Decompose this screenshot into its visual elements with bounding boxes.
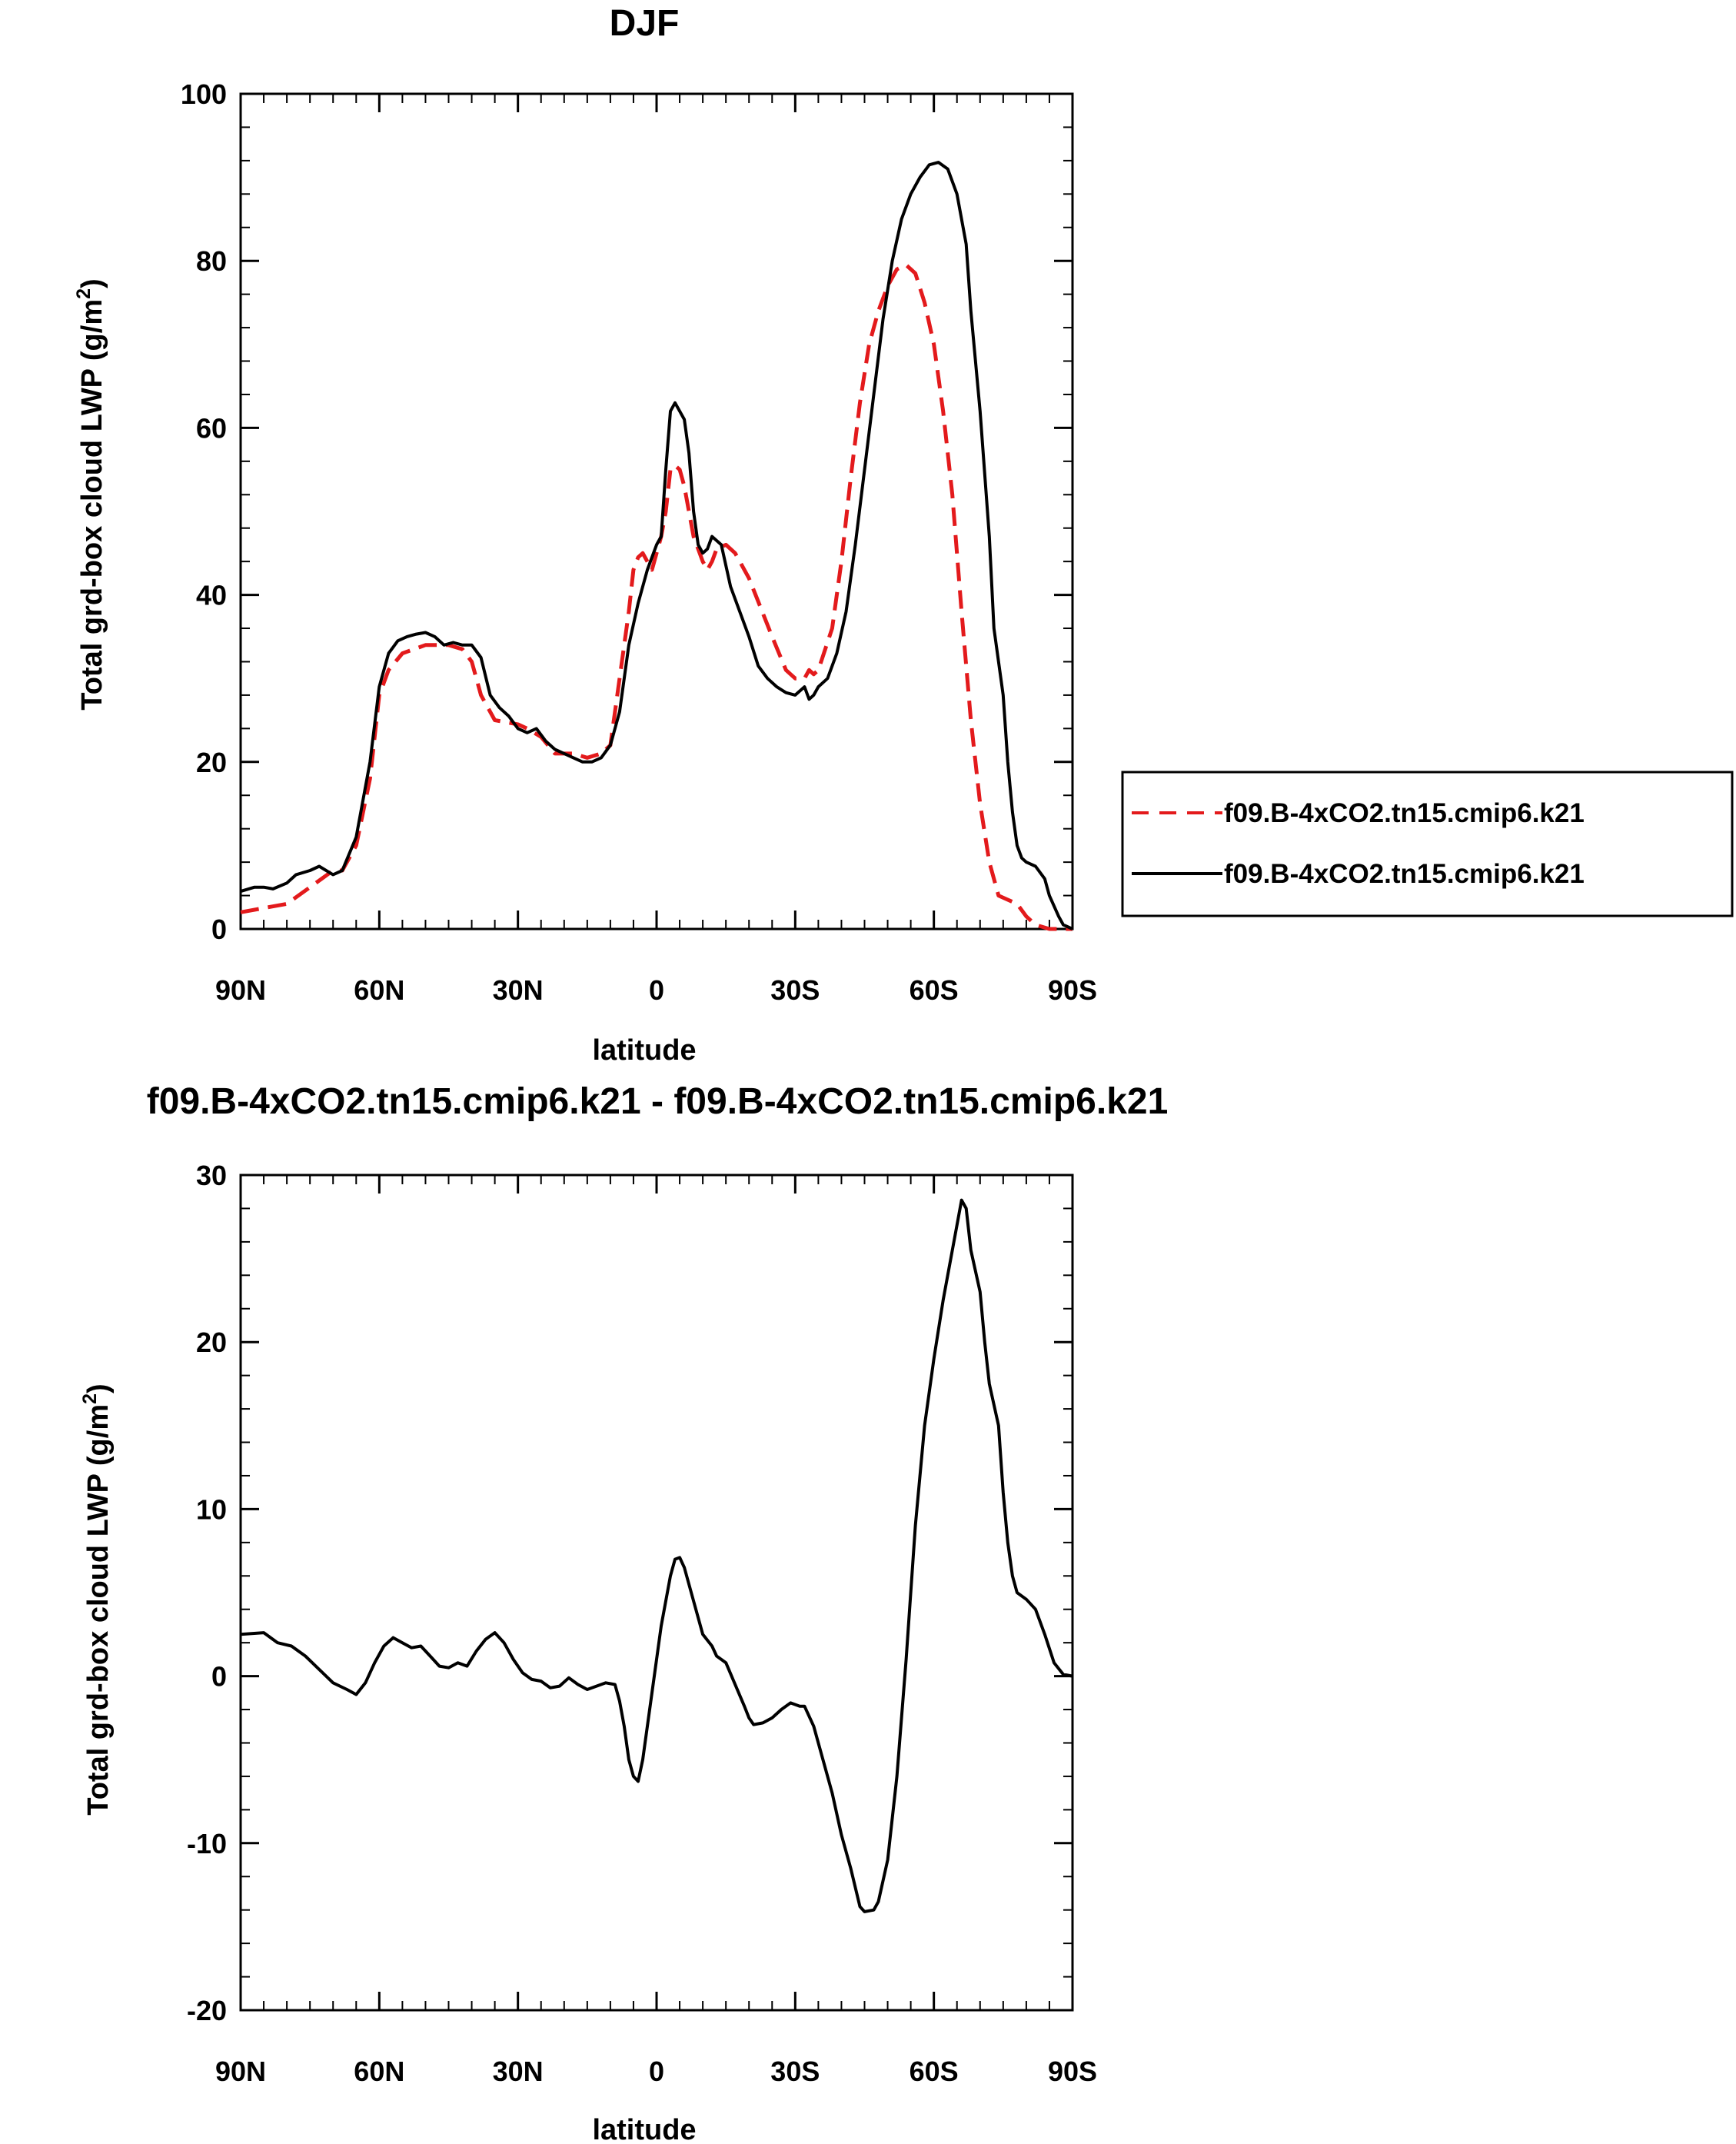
bottom-y-tick-label: 10: [196, 1493, 227, 1525]
top-x-tick-label: 30N: [493, 974, 544, 1006]
bottom-panel-y-axis-label-superscript: 2: [79, 1393, 101, 1404]
top-panel-y-axis-label: Total grd-box cloud LWP (g/m2): [73, 278, 108, 710]
top-y-tick-label: 20: [196, 747, 227, 778]
top-panel-x-axis-label: latitude: [592, 1034, 696, 1067]
top-panel: DJF latitude Total grd-box cloud LWP (g/…: [73, 3, 1734, 1067]
top-panel-y-axis-label-end: ): [76, 278, 108, 288]
bottom-y-tick-label: -20: [187, 1995, 227, 2026]
bottom-series-line-1: [240, 1198, 1073, 1913]
bottom-panel-y-axis-label: Total grd-box cloud LWP (g/m2): [79, 1383, 115, 1815]
bottom-y-tick-label: 30: [196, 1160, 227, 1191]
bottom-panel-title: f09.B-4xCO2.tn15.cmip6.k21 - f09.B-4xCO2…: [147, 1081, 1169, 1122]
legend: f09.B-4xCO2.tn15.cmip6.k21 f09.B-4xCO2.t…: [1121, 771, 1734, 917]
top-panel-y-axis-label-text: Total grd-box cloud LWP (g/m: [76, 299, 108, 711]
legend-label-series-2: f09.B-4xCO2.tn15.cmip6.k21: [1224, 859, 1585, 889]
bottom-y-tick-label: -10: [187, 1828, 227, 1859]
top-series-line-2: [240, 161, 1073, 931]
top-x-tick-label: 90S: [1048, 974, 1097, 1006]
bottom-x-tick-label: 30S: [770, 2056, 820, 2087]
top-x-tick-label: 60S: [910, 974, 959, 1006]
bottom-y-tick-label: 20: [196, 1327, 227, 1358]
top-plot-area: 0 20 40 60 80 100 90N 60N 30N 0 30S 60S 90S: [181, 78, 1097, 1006]
bottom-x-tick-label: 0: [649, 2056, 664, 2087]
top-series-line-1: [240, 263, 1073, 931]
bottom-x-tick-label: 60N: [354, 2056, 404, 2087]
top-y-tick-label: 60: [196, 412, 227, 444]
top-x-tick-label: 90N: [215, 974, 266, 1006]
top-panel-y-axis-label-superscript: 2: [73, 288, 95, 299]
bottom-y-tick-label: 0: [211, 1661, 227, 1693]
legend-box: [1121, 771, 1734, 917]
top-x-tick-label: 60N: [354, 974, 404, 1006]
top-y-tick-label: 100: [181, 78, 227, 110]
top-y-tick-label: 40: [196, 580, 227, 611]
top-x-tick-label: 30S: [770, 974, 820, 1006]
bottom-panel: f09.B-4xCO2.tn15.cmip6.k21 - f09.B-4xCO2…: [79, 1081, 1168, 2144]
bottom-panel-y-axis-label-end: ): [82, 1383, 115, 1393]
bottom-x-tick-label: 90N: [215, 2056, 266, 2087]
top-panel-title: DJF: [610, 3, 680, 44]
bottom-x-tick-label: 90S: [1048, 2056, 1097, 2087]
top-y-tick-label: 0: [211, 914, 227, 945]
bottom-x-tick-label: 30N: [493, 2056, 544, 2087]
bottom-panel-x-axis-label: latitude: [592, 2114, 696, 2144]
top-x-tick-label: 0: [649, 974, 664, 1006]
bottom-panel-y-axis-label-text: Total grd-box cloud LWP (g/m: [82, 1404, 115, 1816]
bottom-x-tick-label: 60S: [910, 2056, 959, 2087]
bottom-plot-area: -20 -10 0 10 20 30 90N 60N 30N 0 30S 60S 90S: [187, 1160, 1097, 2087]
legend-label-series-1: f09.B-4xCO2.tn15.cmip6.k21: [1224, 798, 1585, 828]
top-y-tick-label: 80: [196, 245, 227, 277]
